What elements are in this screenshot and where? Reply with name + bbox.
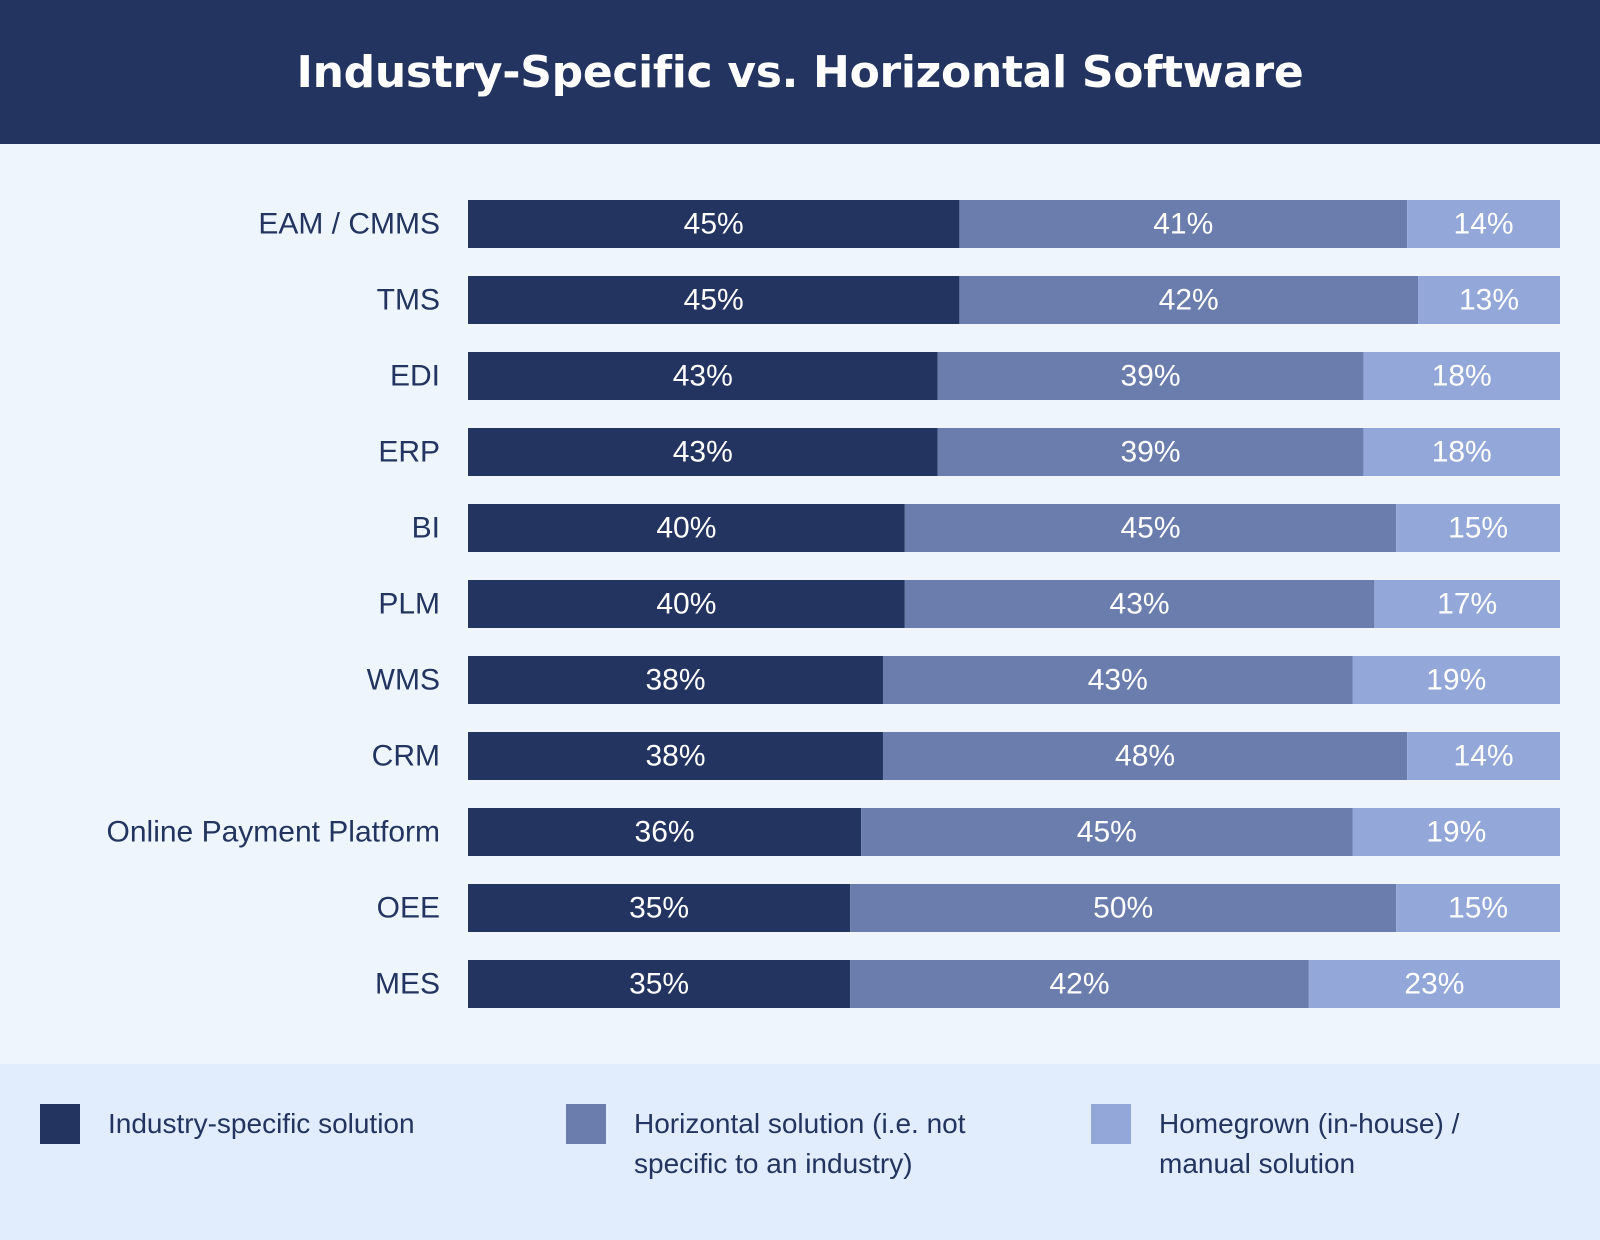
bar-segment-mes-s0: [468, 960, 851, 1008]
data-label-tms-s0: 45%: [684, 284, 744, 317]
bar-segment-bi-s1: [904, 504, 1397, 552]
data-label-plm-s0: 40%: [656, 588, 716, 621]
legend: Industry-specific solution Horizontal so…: [0, 1064, 1600, 1240]
legend-item-homegrown: Homegrown (in-house) / manual solution: [1091, 1104, 1519, 1184]
category-label-edi: EDI: [390, 360, 440, 393]
legend-label-industry-specific: Industry-specific solution: [108, 1108, 415, 1139]
data-label-erp-s1: 39%: [1120, 436, 1180, 469]
category-label-plm: PLM: [378, 588, 440, 621]
bar-segment-online-payment-platform-s1: [861, 808, 1353, 856]
data-label-mes-s0: 35%: [629, 968, 689, 1001]
data-label-online-payment-platform-s2: 19%: [1426, 816, 1486, 849]
data-label-mes-s2: 23%: [1404, 968, 1464, 1001]
data-label-wms-s0: 38%: [645, 664, 705, 697]
bar-segment-oee-s0: [468, 884, 851, 932]
data-label-tms-s2: 13%: [1459, 284, 1519, 317]
data-label-eam-cmms-s0: 45%: [684, 208, 744, 241]
bar-segment-online-payment-platform-s2: [1352, 808, 1560, 856]
category-label-mes: MES: [375, 968, 440, 1001]
bar-segment-crm-s2: [1407, 732, 1560, 780]
bar-segment-edi-s2: [1363, 352, 1560, 400]
bar-segment-oee-s1: [850, 884, 1397, 932]
data-label-oee-s0: 35%: [629, 892, 689, 925]
bar-segment-crm-s0: [468, 732, 883, 780]
bar-segment-mes-s1: [850, 960, 1309, 1008]
data-label-bi-s2: 15%: [1448, 512, 1508, 545]
bar-segment-eam-cmms-s1: [959, 200, 1408, 248]
data-label-bi-s0: 40%: [656, 512, 716, 545]
data-label-erp-s0: 43%: [673, 436, 733, 469]
bar-segment-erp-s1: [937, 428, 1364, 476]
bar-segment-oee-s2: [1396, 884, 1560, 932]
legend-swatch-horizontal: [566, 1104, 606, 1144]
chart-header: Industry-Specific vs. Horizontal Softwar…: [0, 0, 1600, 144]
bar-segment-tms-s0: [468, 276, 960, 324]
data-label-edi-s1: 39%: [1120, 360, 1180, 393]
bar-segment-online-payment-platform-s0: [468, 808, 862, 856]
bar-segment-eam-cmms-s0: [468, 200, 960, 248]
data-label-mes-s1: 42%: [1049, 968, 1109, 1001]
data-label-edi-s0: 43%: [673, 360, 733, 393]
bar-segment-erp-s0: [468, 428, 938, 476]
bar-segment-tms-s2: [1418, 276, 1560, 324]
bar-segment-bi-s0: [468, 504, 905, 552]
bar-segment-wms-s2: [1352, 656, 1560, 704]
bar-segment-wms-s1: [882, 656, 1353, 704]
bar-segment-erp-s2: [1363, 428, 1560, 476]
bar-segment-plm-s2: [1374, 580, 1560, 628]
bar-segment-bi-s2: [1396, 504, 1560, 552]
data-label-oee-s2: 15%: [1448, 892, 1508, 925]
legend-item-industry-specific: Industry-specific solution: [40, 1104, 468, 1144]
data-label-online-payment-platform-s1: 45%: [1077, 816, 1137, 849]
data-label-crm-s0: 38%: [645, 740, 705, 773]
bar-segment-edi-s1: [937, 352, 1364, 400]
data-label-wms-s1: 43%: [1088, 664, 1148, 697]
bar-segment-plm-s0: [468, 580, 905, 628]
category-label-wms: WMS: [367, 664, 440, 697]
data-label-plm-s2: 17%: [1437, 588, 1497, 621]
bar-segment-wms-s0: [468, 656, 883, 704]
data-label-plm-s1: 43%: [1110, 588, 1170, 621]
bar-segment-tms-s1: [959, 276, 1419, 324]
data-label-crm-s1: 48%: [1115, 740, 1175, 773]
legend-item-horizontal: Horizontal solution (i.e. not specific t…: [566, 1104, 994, 1184]
category-label-erp: ERP: [378, 436, 440, 469]
category-label-crm: CRM: [372, 740, 440, 773]
data-label-erp-s2: 18%: [1432, 436, 1492, 469]
data-label-oee-s1: 50%: [1093, 892, 1153, 925]
bar-segment-plm-s1: [904, 580, 1375, 628]
category-label-bi: BI: [412, 512, 440, 545]
chart-title: Industry-Specific vs. Horizontal Softwar…: [296, 46, 1304, 98]
category-label-online-payment-platform: Online Payment Platform: [107, 816, 440, 849]
bar-segment-crm-s1: [882, 732, 1408, 780]
data-label-eam-cmms-s1: 41%: [1153, 208, 1213, 241]
legend-label-horizontal: Horizontal solution (i.e. not specific t…: [634, 1108, 966, 1179]
data-label-online-payment-platform-s0: 36%: [635, 816, 695, 849]
data-label-tms-s1: 42%: [1159, 284, 1219, 317]
data-label-crm-s2: 14%: [1454, 740, 1514, 773]
data-label-wms-s2: 19%: [1426, 664, 1486, 697]
bar-segment-edi-s0: [468, 352, 938, 400]
plot-area: EAM / CMMS 45% 41% 14% TMS 45% 42% 13% EDI 43% 39%…: [0, 144, 1600, 1064]
bar-segment-mes-s2: [1308, 960, 1560, 1008]
data-label-bi-s1: 45%: [1120, 512, 1180, 545]
legend-swatch-homegrown: [1091, 1104, 1131, 1144]
legend-label-homegrown: Homegrown (in-house) / manual solution: [1159, 1108, 1460, 1179]
bar-segment-eam-cmms-s2: [1407, 200, 1560, 248]
legend-swatch-industry-specific: [40, 1104, 80, 1144]
data-label-edi-s2: 18%: [1432, 360, 1492, 393]
category-label-oee: OEE: [377, 892, 440, 925]
category-label-eam-cmms: EAM / CMMS: [258, 208, 440, 241]
data-label-eam-cmms-s2: 14%: [1454, 208, 1514, 241]
stacked-bar-chart: EAM / CMMS 45% 41% 14% TMS 45% 42% 13% EDI 43% 39%…: [107, 200, 1560, 1008]
category-label-tms: TMS: [377, 284, 440, 317]
